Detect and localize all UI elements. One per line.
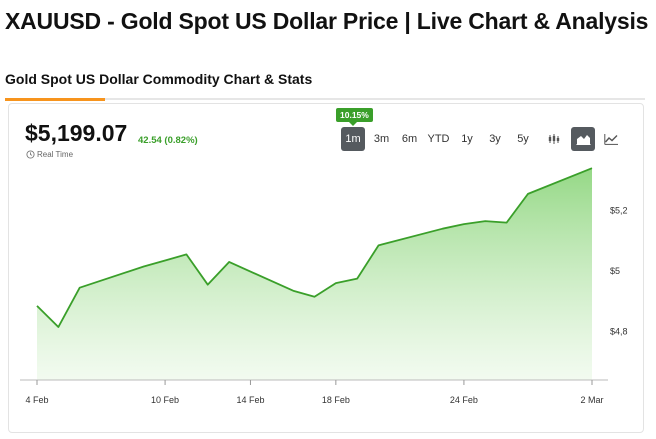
tab-commodity-chart-stats[interactable]: Gold Spot US Dollar Commodity Chart & St… (5, 71, 313, 87)
range-button-ytd[interactable]: YTD (427, 133, 450, 145)
candlestick-chart-button[interactable] (543, 127, 567, 151)
current-price: $5,199.07 (25, 120, 128, 146)
line-chart-button[interactable] (599, 127, 623, 151)
area-chart-icon (576, 135, 590, 145)
price-area (37, 168, 592, 380)
y-tick-label: $4,8 (610, 327, 628, 337)
line-chart-icon (603, 134, 618, 145)
range-button-3m[interactable]: 3m (373, 133, 390, 145)
price-line (36, 167, 593, 328)
period-change-badge: 10.15% (336, 108, 373, 122)
y-tick-label: $5 (610, 266, 620, 276)
realtime-label: Real Time (37, 150, 74, 159)
price-change: 42.54 (0.82%) (138, 135, 198, 146)
x-tick-label: 14 Feb (236, 395, 264, 405)
active-tab-indicator (5, 98, 105, 101)
badge-pointer (349, 122, 357, 126)
candlestick-icon (548, 134, 560, 144)
clock-icon (26, 150, 35, 159)
page-title: XAUUSD - Gold Spot US Dollar Price | Liv… (5, 8, 649, 34)
range-button-1y[interactable]: 1y (461, 133, 473, 145)
range-button-1m[interactable]: 1m (341, 127, 365, 151)
realtime-indicator: Real Time (26, 150, 73, 159)
x-tick-label: 2 Mar (580, 395, 603, 405)
range-button-6m[interactable]: 6m (401, 133, 418, 145)
range-button-3y[interactable]: 3y (489, 133, 501, 145)
tab-bar-divider (5, 98, 645, 100)
x-tick-label: 24 Feb (450, 395, 478, 405)
range-button-5y[interactable]: 5y (517, 133, 529, 145)
area-chart-button[interactable] (571, 127, 595, 151)
x-tick-label: 4 Feb (25, 395, 48, 405)
x-tick-label: 18 Feb (322, 395, 350, 405)
y-tick-label: $5,2 (610, 206, 628, 216)
x-tick-label: 10 Feb (151, 395, 179, 405)
